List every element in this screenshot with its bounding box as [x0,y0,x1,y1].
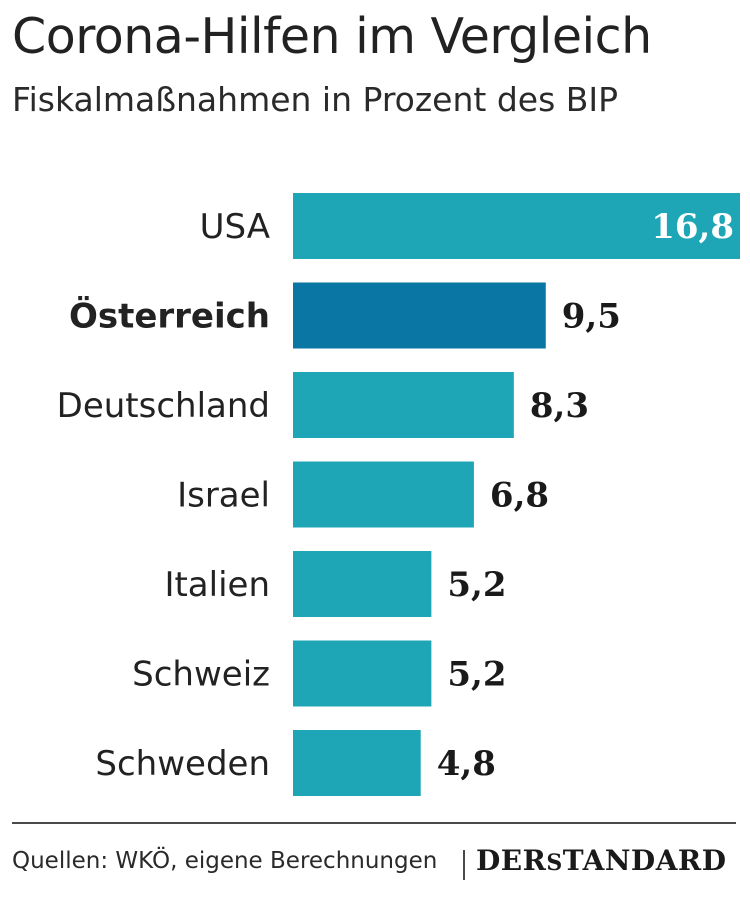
category-label: Italien [164,565,270,605]
bar [293,730,421,796]
bar [293,372,514,438]
source-note: Quellen: WKÖ, eigene Berechnungen [12,848,438,874]
bar [293,282,546,349]
chart-subtitle: Fiskalmaßnahmen in Prozent des BIP [12,80,619,119]
category-label: Israel [177,476,270,516]
chart-title: Corona-Hilfen im Vergleich [12,8,652,65]
value-label: 9,5 [562,297,621,337]
value-label: 6,8 [490,476,549,516]
footer-divider [12,822,736,824]
value-label: 5,2 [447,655,506,695]
value-label: 16,8 [651,207,734,247]
bar [293,551,432,617]
category-label: USA [200,207,270,247]
value-label: 8,3 [530,386,589,426]
category-label: Deutschland [57,386,270,426]
brand-logo: DERSTANDARD [476,844,727,877]
value-label: 4,8 [437,744,496,784]
category-label: Schweiz [132,655,270,695]
bar [293,640,432,707]
footer-separator [463,850,465,880]
value-label: 5,2 [447,565,506,605]
bar [293,461,474,528]
bar-chart: USA 16,8 Österreich 9,5 Deutschland 8,3 Israel… [57,193,740,796]
category-label: Schweden [95,744,270,784]
category-label: Österreich [69,296,270,337]
bar [293,193,740,259]
